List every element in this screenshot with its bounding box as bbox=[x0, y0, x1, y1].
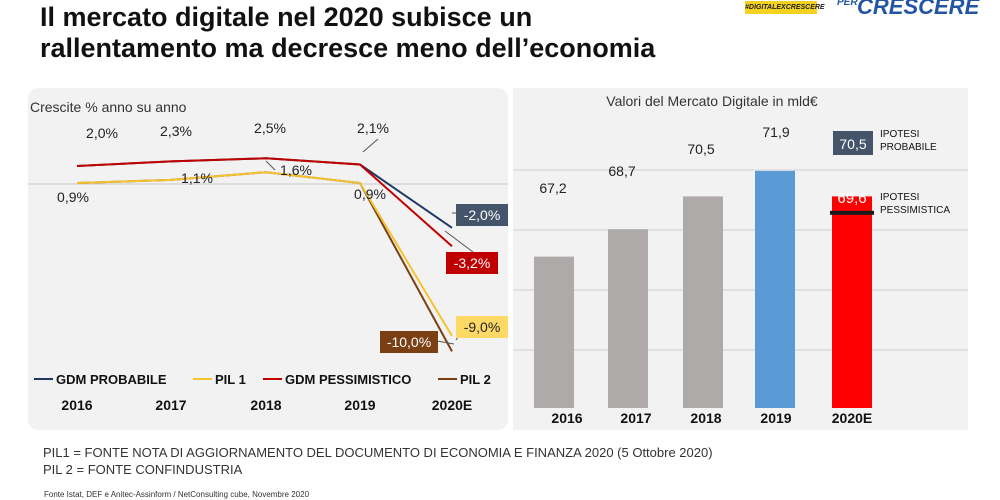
callout-line bbox=[362, 138, 379, 153]
gdm-probabile-2020-box bbox=[456, 204, 508, 226]
logo-crescere: CRESCERE bbox=[857, 0, 980, 19]
pil2-2020-box bbox=[380, 331, 438, 353]
pil2-line bbox=[76, 171, 453, 352]
gdm-pessimistico-2020-box bbox=[446, 252, 498, 274]
logo-badge: #DIGITALEXCRESCERE bbox=[745, 1, 825, 14]
bar-gridlines bbox=[513, 169, 968, 351]
page-title-line-1: Il mercato digitale nel 2020 subisce un bbox=[40, 2, 533, 32]
legend-pil2: PIL 2 bbox=[460, 372, 491, 387]
bar-2020-pessimistica-label: 69,6 bbox=[837, 190, 866, 207]
legend-pil1: PIL 1 bbox=[215, 372, 246, 387]
pil1-2020-label: -9,0% bbox=[464, 319, 501, 335]
bar-2020e bbox=[832, 196, 872, 408]
bar-2016 bbox=[534, 256, 574, 408]
page-title-line-2: rallentamento ma decresce meno dell’econ… bbox=[40, 33, 656, 63]
footnote-pil2: PIL 2 = FONTE CONFINDUSTRIA bbox=[43, 462, 243, 477]
gdm-probabile-line bbox=[76, 157, 453, 229]
gdm-label-2019: 2,1% bbox=[357, 120, 389, 136]
bar-value-2019: 71,9 bbox=[762, 124, 789, 140]
annotation-probabile-1: IPOTESI bbox=[880, 129, 919, 140]
footnote-pil1: PIL1 = FONTE NOTA DI AGGIORNAMENTO DEL D… bbox=[43, 445, 713, 460]
bar-x-label-2016: 2016 bbox=[551, 410, 582, 426]
bar-value-2016: 67,2 bbox=[539, 180, 566, 196]
pil-label-2019: 0,9% bbox=[354, 186, 386, 202]
bar-value-2017: 68,7 bbox=[608, 163, 635, 179]
bar-x-label-2018: 2018 bbox=[690, 410, 721, 426]
legend-gdm-probabile: GDM PROBABILE bbox=[56, 372, 167, 387]
page-title: Il mercato digitale nel 2020 subisce un … bbox=[40, 2, 740, 64]
gdm-label-2017: 2,3% bbox=[160, 123, 192, 139]
bar-2017 bbox=[608, 229, 648, 408]
bar-2020-probabile-box bbox=[833, 131, 873, 155]
bar-x-label-2020e: 2020E bbox=[832, 410, 872, 426]
annotation-pessimistica-2: PESSIMISTICA bbox=[880, 205, 950, 216]
gdm-label-2016: 2,0% bbox=[86, 125, 118, 141]
bar-2020-probabile-label: 70,5 bbox=[839, 136, 866, 152]
callout-line bbox=[444, 230, 474, 253]
pil1-line bbox=[76, 171, 453, 337]
pil-label-2016: 0,9% bbox=[57, 189, 89, 205]
line-x-label-2020e: 2020E bbox=[432, 397, 472, 413]
bar-value-2018: 70,5 bbox=[687, 141, 714, 157]
line-x-label-2018: 2018 bbox=[250, 397, 281, 413]
bar-chart-panel bbox=[513, 88, 968, 430]
bar-chart-title: Valori del Mercato Digitale in mld€ bbox=[606, 93, 818, 109]
bar-x-label-2019: 2019 bbox=[760, 410, 791, 426]
annotation-pessimistica-1: IPOTESI bbox=[880, 192, 919, 203]
source-note: Fonte Istat, DEF e Anitec-Assinform / Ne… bbox=[44, 490, 310, 499]
pil2-2020-label: -10,0% bbox=[387, 334, 431, 350]
line-chart-panel bbox=[28, 88, 508, 430]
callout-line bbox=[436, 340, 455, 345]
annotation-probabile-2: PROBABILE bbox=[880, 142, 937, 153]
line-x-label-2016: 2016 bbox=[61, 397, 92, 413]
bar-2020e-pessimistic-marker bbox=[830, 210, 874, 215]
bar-x-label-2017: 2017 bbox=[620, 410, 651, 426]
gdm-pessimistico-2020-label: -3,2% bbox=[454, 255, 491, 271]
pil1-2020-box bbox=[456, 316, 508, 338]
pil-label-2018: 1,6% bbox=[280, 162, 312, 178]
callout-line bbox=[265, 160, 276, 171]
logo-per: PER bbox=[837, 0, 858, 8]
gdm-label-2018: 2,5% bbox=[254, 120, 286, 136]
line-x-label-2017: 2017 bbox=[155, 397, 186, 413]
bar-2019 bbox=[755, 170, 795, 408]
bar-2018 bbox=[683, 196, 723, 408]
legend-gdm-pessimistico: GDM PESSIMISTICO bbox=[285, 372, 411, 387]
pil-label-2017: 1,1% bbox=[181, 170, 213, 186]
gdm-pessimistico-line bbox=[76, 157, 453, 248]
gdm-probabile-2020-label: -2,0% bbox=[464, 207, 501, 223]
line-x-label-2019: 2019 bbox=[344, 397, 375, 413]
line-chart-title: Crescite % anno su anno bbox=[30, 99, 187, 115]
